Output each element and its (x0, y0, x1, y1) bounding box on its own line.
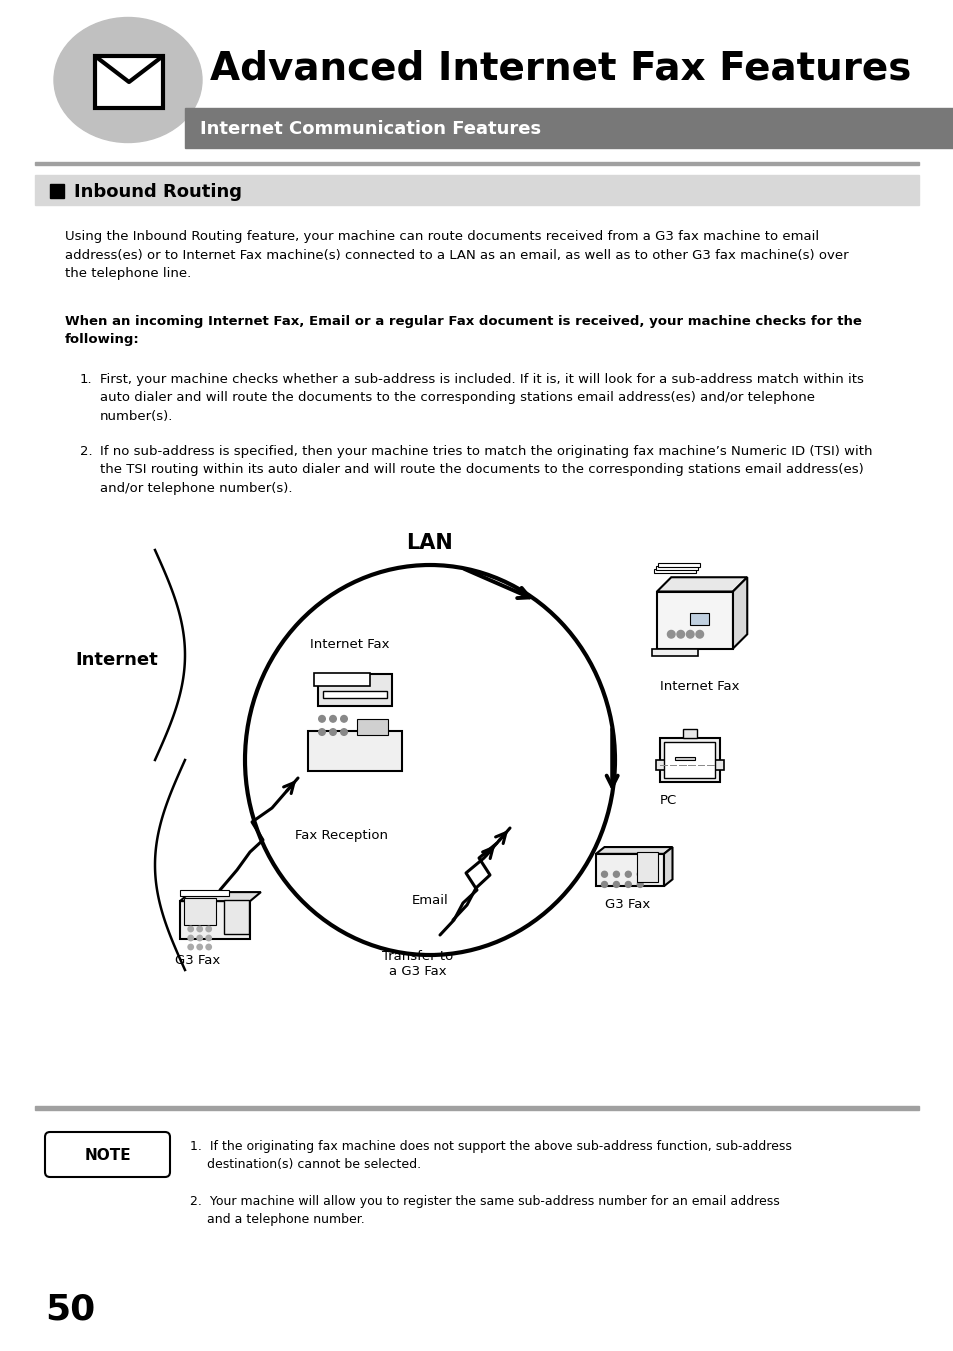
Circle shape (196, 944, 202, 950)
Circle shape (686, 631, 694, 638)
Text: and a telephone number.: and a telephone number. (207, 1213, 364, 1225)
Text: LAN: LAN (406, 534, 453, 553)
Circle shape (318, 716, 325, 723)
Text: 50: 50 (45, 1293, 95, 1327)
Circle shape (206, 935, 212, 940)
Circle shape (206, 944, 212, 950)
Bar (35, 1106, 918, 1111)
Bar (659, 738, 719, 782)
Circle shape (188, 944, 193, 950)
Circle shape (624, 871, 631, 877)
Circle shape (340, 728, 347, 735)
Bar (664, 742, 715, 778)
Text: destination(s) cannot be selected.: destination(s) cannot be selected. (207, 1158, 420, 1171)
Bar (654, 569, 696, 573)
Bar (690, 613, 708, 624)
Bar (180, 901, 250, 939)
Polygon shape (732, 577, 746, 648)
Bar (652, 648, 697, 657)
Polygon shape (180, 892, 260, 901)
Bar (180, 890, 229, 896)
Bar (637, 852, 658, 882)
Bar (317, 674, 392, 707)
Text: Using the Inbound Routing feature, your machine can route documents received fro: Using the Inbound Routing feature, your … (65, 230, 848, 280)
Circle shape (601, 871, 607, 877)
Circle shape (613, 871, 618, 877)
Circle shape (196, 935, 202, 940)
Ellipse shape (54, 18, 202, 142)
Circle shape (188, 927, 193, 932)
Bar (35, 176, 918, 205)
Bar (314, 673, 370, 686)
Text: When an incoming Internet Fax, Email or a regular Fax document is received, your: When an incoming Internet Fax, Email or … (65, 315, 861, 346)
Text: Email: Email (411, 893, 448, 907)
Bar (323, 690, 387, 697)
Polygon shape (657, 577, 746, 592)
Text: Internet: Internet (75, 651, 157, 669)
Bar (185, 108, 953, 149)
Text: G3 Fax: G3 Fax (604, 898, 650, 912)
Bar (95, 55, 163, 108)
Circle shape (637, 871, 642, 877)
Bar (356, 719, 388, 735)
Circle shape (188, 935, 193, 940)
Text: Advanced Internet Fax Features: Advanced Internet Fax Features (210, 49, 910, 86)
Bar (674, 757, 695, 761)
Bar (656, 566, 698, 570)
Bar (35, 162, 918, 165)
Bar (596, 854, 663, 886)
Text: 2.: 2. (80, 444, 92, 458)
Circle shape (601, 881, 607, 888)
Bar (50, 184, 64, 199)
Circle shape (340, 716, 347, 723)
Polygon shape (596, 847, 672, 854)
Bar (656, 761, 723, 770)
Circle shape (330, 716, 336, 723)
Text: 1.: 1. (80, 373, 92, 386)
Text: Internet Fax: Internet Fax (659, 680, 739, 693)
Text: First, your machine checks whether a sub-address is included. If it is, it will : First, your machine checks whether a sub… (100, 373, 863, 423)
Circle shape (696, 631, 702, 638)
Text: Internet Communication Features: Internet Communication Features (200, 120, 540, 138)
Circle shape (318, 728, 325, 735)
Text: Internet Fax: Internet Fax (310, 639, 389, 651)
Text: 1.  If the originating fax machine does not support the above sub-address functi: 1. If the originating fax machine does n… (190, 1140, 791, 1152)
Bar (682, 730, 696, 738)
Bar (658, 563, 700, 566)
Text: Fax Reception: Fax Reception (294, 828, 388, 842)
Text: NOTE: NOTE (85, 1148, 132, 1163)
Circle shape (613, 881, 618, 888)
Circle shape (206, 927, 212, 932)
Text: G3 Fax: G3 Fax (174, 954, 220, 966)
Bar (184, 897, 215, 924)
Circle shape (330, 728, 336, 735)
Circle shape (196, 927, 202, 932)
Text: 2.  Your machine will allow you to register the same sub-address number for an e: 2. Your machine will allow you to regist… (190, 1196, 779, 1208)
Bar (657, 592, 732, 648)
Circle shape (667, 631, 675, 638)
Polygon shape (663, 847, 672, 886)
FancyBboxPatch shape (45, 1132, 170, 1177)
Text: Inbound Routing: Inbound Routing (74, 182, 242, 201)
Circle shape (677, 631, 684, 638)
Circle shape (624, 881, 631, 888)
Text: PC: PC (659, 793, 677, 807)
Circle shape (637, 881, 642, 888)
Bar (224, 900, 249, 935)
Bar (308, 731, 401, 771)
Text: If no sub-address is specified, then your machine tries to match the originating: If no sub-address is specified, then you… (100, 444, 872, 494)
Text: Transfer to
a G3 Fax: Transfer to a G3 Fax (382, 950, 453, 978)
Bar (668, 746, 711, 757)
